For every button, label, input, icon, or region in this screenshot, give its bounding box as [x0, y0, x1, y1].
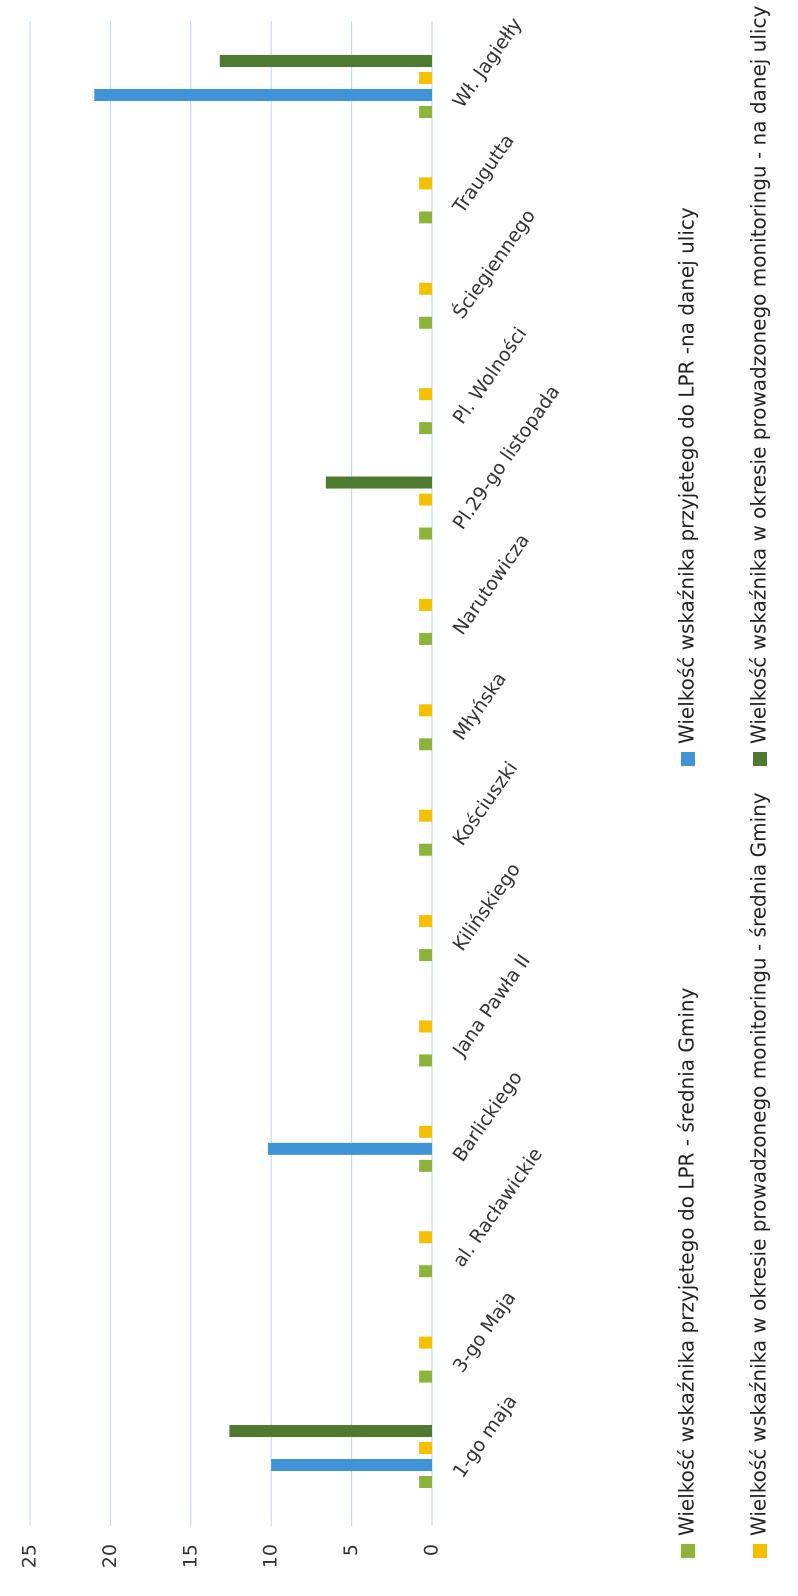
x-tick-label: Kilińskiego: [449, 859, 525, 955]
bar: [267, 1142, 433, 1155]
y-tick-label: 15: [179, 1544, 201, 1568]
bar: [419, 1054, 432, 1067]
bar: [419, 493, 432, 506]
legend-label: Wielkość wskaźnika przyjetego do LPR - ś…: [675, 987, 699, 1536]
x-tick-label: Młyńska: [449, 668, 511, 744]
bar: [419, 1125, 432, 1138]
legend-label: Wielkość wskaźnika przyjetego do LPR -na…: [675, 207, 699, 744]
bar: [419, 1442, 432, 1454]
x-tick-label: 3-go Maja: [449, 1287, 521, 1376]
x-tick-label: Pl. Wolności: [449, 323, 532, 428]
bar: [419, 598, 432, 611]
bar: [229, 1425, 432, 1437]
bar: [419, 316, 432, 329]
bar: [419, 704, 432, 717]
bar: [419, 843, 432, 856]
bar: [419, 1159, 432, 1172]
y-tick-label: 5: [340, 1544, 362, 1556]
y-tick-label: 0: [421, 1544, 443, 1556]
legend-swatch: [681, 1544, 695, 1558]
legend-swatch: [753, 1544, 767, 1558]
y-tick-label: 20: [99, 1544, 121, 1568]
x-tick-label: Wł. Jagiełły: [449, 14, 527, 112]
bar: [419, 282, 432, 295]
bar: [419, 915, 432, 928]
bar: [419, 1265, 432, 1278]
bar: [325, 476, 433, 489]
bar: [419, 72, 432, 84]
legend-label: Wielkość wskaźnika w okresie prowadzoneg…: [747, 6, 771, 744]
bar: [271, 1459, 433, 1471]
bar: [419, 1370, 432, 1383]
y-tick-label: 10: [260, 1544, 282, 1568]
bar: [419, 1336, 432, 1349]
bar: [419, 527, 432, 540]
bar: [419, 106, 432, 118]
bar: [419, 809, 432, 822]
bar: [419, 1231, 432, 1244]
bar: [419, 211, 432, 224]
legend-swatch: [753, 752, 767, 766]
x-tick-label: Ściegiennego: [447, 204, 540, 323]
x-tick-label: 1-go maja: [449, 1391, 522, 1482]
bar: [419, 1020, 432, 1033]
x-tick-label: Jana Pawła II: [448, 950, 535, 1061]
bar: [419, 738, 432, 751]
x-tick-label: Barlickiego: [449, 1067, 527, 1166]
x-tick-label: Traugutta: [448, 130, 519, 218]
legend-label: Wielkość wskaźnika w okresie prowadzoneg…: [747, 792, 771, 1536]
bar: [419, 632, 432, 645]
x-tick-label: Kościuszki: [449, 758, 523, 850]
bar: [419, 949, 432, 962]
legend-swatch: [681, 752, 695, 766]
bar: [419, 388, 432, 401]
bar: [94, 89, 432, 101]
bar: [419, 422, 432, 435]
y-tick-label: 25: [19, 1544, 41, 1568]
bar: [219, 55, 432, 67]
bar: [419, 1476, 432, 1488]
bar: [419, 177, 432, 190]
x-tick-label: Narutowicza: [449, 530, 535, 639]
